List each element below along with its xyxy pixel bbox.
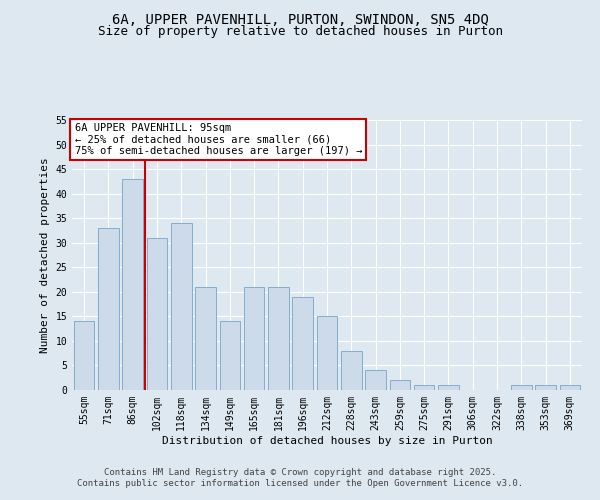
Bar bbox=[268, 287, 289, 390]
Bar bbox=[244, 287, 265, 390]
Text: 6A UPPER PAVENHILL: 95sqm
← 25% of detached houses are smaller (66)
75% of semi-: 6A UPPER PAVENHILL: 95sqm ← 25% of detac… bbox=[74, 122, 362, 156]
Y-axis label: Number of detached properties: Number of detached properties bbox=[40, 157, 50, 353]
Bar bbox=[560, 385, 580, 390]
Bar bbox=[414, 385, 434, 390]
Bar bbox=[195, 287, 216, 390]
Bar bbox=[341, 350, 362, 390]
Bar bbox=[220, 322, 240, 390]
Bar bbox=[292, 296, 313, 390]
Text: Contains HM Land Registry data © Crown copyright and database right 2025.
Contai: Contains HM Land Registry data © Crown c… bbox=[77, 468, 523, 487]
Bar bbox=[389, 380, 410, 390]
Text: Size of property relative to detached houses in Purton: Size of property relative to detached ho… bbox=[97, 25, 503, 38]
Bar bbox=[511, 385, 532, 390]
Bar bbox=[146, 238, 167, 390]
Bar bbox=[74, 322, 94, 390]
X-axis label: Distribution of detached houses by size in Purton: Distribution of detached houses by size … bbox=[161, 436, 493, 446]
Bar bbox=[171, 223, 191, 390]
Bar bbox=[98, 228, 119, 390]
Text: 6A, UPPER PAVENHILL, PURTON, SWINDON, SN5 4DQ: 6A, UPPER PAVENHILL, PURTON, SWINDON, SN… bbox=[112, 12, 488, 26]
Bar bbox=[365, 370, 386, 390]
Bar bbox=[317, 316, 337, 390]
Bar bbox=[438, 385, 459, 390]
Bar bbox=[122, 179, 143, 390]
Bar bbox=[535, 385, 556, 390]
